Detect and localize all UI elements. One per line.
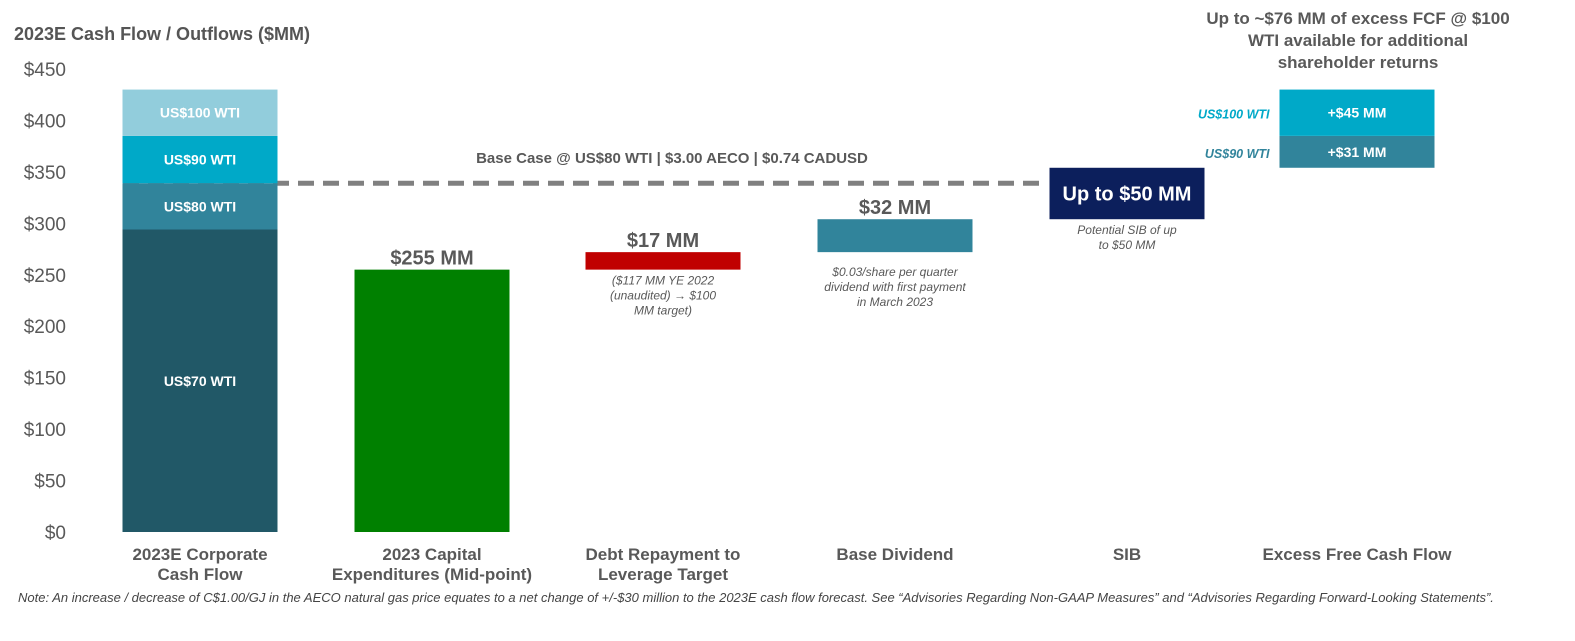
y-tick-label: $350	[24, 163, 66, 184]
chart-title: 2023E Cash Flow / Outflows ($MM)	[14, 24, 310, 44]
y-tick-label: $250	[24, 266, 66, 287]
y-tick-label: $50	[34, 472, 66, 493]
annotation: dividend with first payment	[824, 280, 966, 294]
segment-label: US$100 WTI	[160, 105, 240, 121]
segment-label: Up to $50 MM	[1063, 183, 1192, 205]
bar-segment	[354, 269, 510, 532]
bar-segment	[817, 219, 973, 253]
bar-segment	[1279, 89, 1435, 136]
x-tick-label: Debt Repayment to	[586, 545, 741, 564]
data-label: $255 MM	[390, 248, 473, 270]
annotation: $0.03/share per quarter	[831, 265, 958, 279]
segment-label: US$70 WTI	[164, 373, 236, 389]
headline: Up to ~$76 MM of excess FCF @ $100	[1206, 9, 1509, 28]
base-case-label: Base Case @ US$80 WTI | $3.00 AECO | $0.…	[476, 150, 868, 167]
x-tick-label: 2023 Capital	[382, 545, 481, 564]
y-tick-label: $0	[45, 523, 66, 544]
annotation: Potential SIB of up	[1077, 223, 1177, 237]
segment-label: +$45 MM	[1328, 105, 1387, 121]
side-label: US$100 WTI	[1198, 108, 1270, 122]
y-tick-label: $200	[24, 317, 66, 338]
bar-segment	[585, 252, 741, 270]
footnote: Note: An increase / decrease of C$1.00/G…	[18, 590, 1494, 605]
data-label: $32 MM	[859, 197, 931, 219]
annotation: (unaudited) → $100	[610, 289, 716, 303]
x-tick-label: Leverage Target	[598, 565, 728, 584]
x-tick-label: Excess Free Cash Flow	[1263, 545, 1453, 564]
x-tick-label: Cash Flow	[157, 565, 243, 584]
x-tick-label: 2023E Corporate	[132, 545, 267, 564]
y-tick-label: $150	[24, 369, 66, 390]
x-tick-label: Expenditures (Mid-point)	[332, 565, 532, 584]
segment-label: US$80 WTI	[164, 198, 236, 214]
annotation: to $50 MM	[1099, 238, 1156, 252]
bar-segment	[122, 183, 278, 230]
y-tick-label: $100	[24, 420, 66, 441]
side-label: US$90 WTI	[1205, 147, 1270, 161]
bar-segment	[122, 229, 278, 533]
annotation: MM target)	[634, 304, 692, 318]
bar-segment	[122, 89, 278, 136]
headline: shareholder returns	[1278, 53, 1439, 72]
bar-segment	[1279, 135, 1435, 168]
y-tick-label: $400	[24, 111, 66, 132]
annotation: ($117 MM YE 2022	[612, 274, 715, 288]
annotation: in March 2023	[857, 295, 933, 309]
segment-label: +$31 MM	[1328, 144, 1387, 160]
y-tick-label: $450	[24, 60, 66, 81]
x-tick-label: Base Dividend	[836, 545, 953, 564]
x-tick-label: SIB	[1113, 545, 1141, 564]
segment-label: US$90 WTI	[164, 152, 236, 168]
data-label: $17 MM	[627, 230, 699, 252]
y-tick-label: $300	[24, 214, 66, 235]
headline: WTI available for additional	[1248, 31, 1468, 50]
bar-segment	[122, 135, 278, 184]
bar-segment	[1049, 167, 1205, 220]
